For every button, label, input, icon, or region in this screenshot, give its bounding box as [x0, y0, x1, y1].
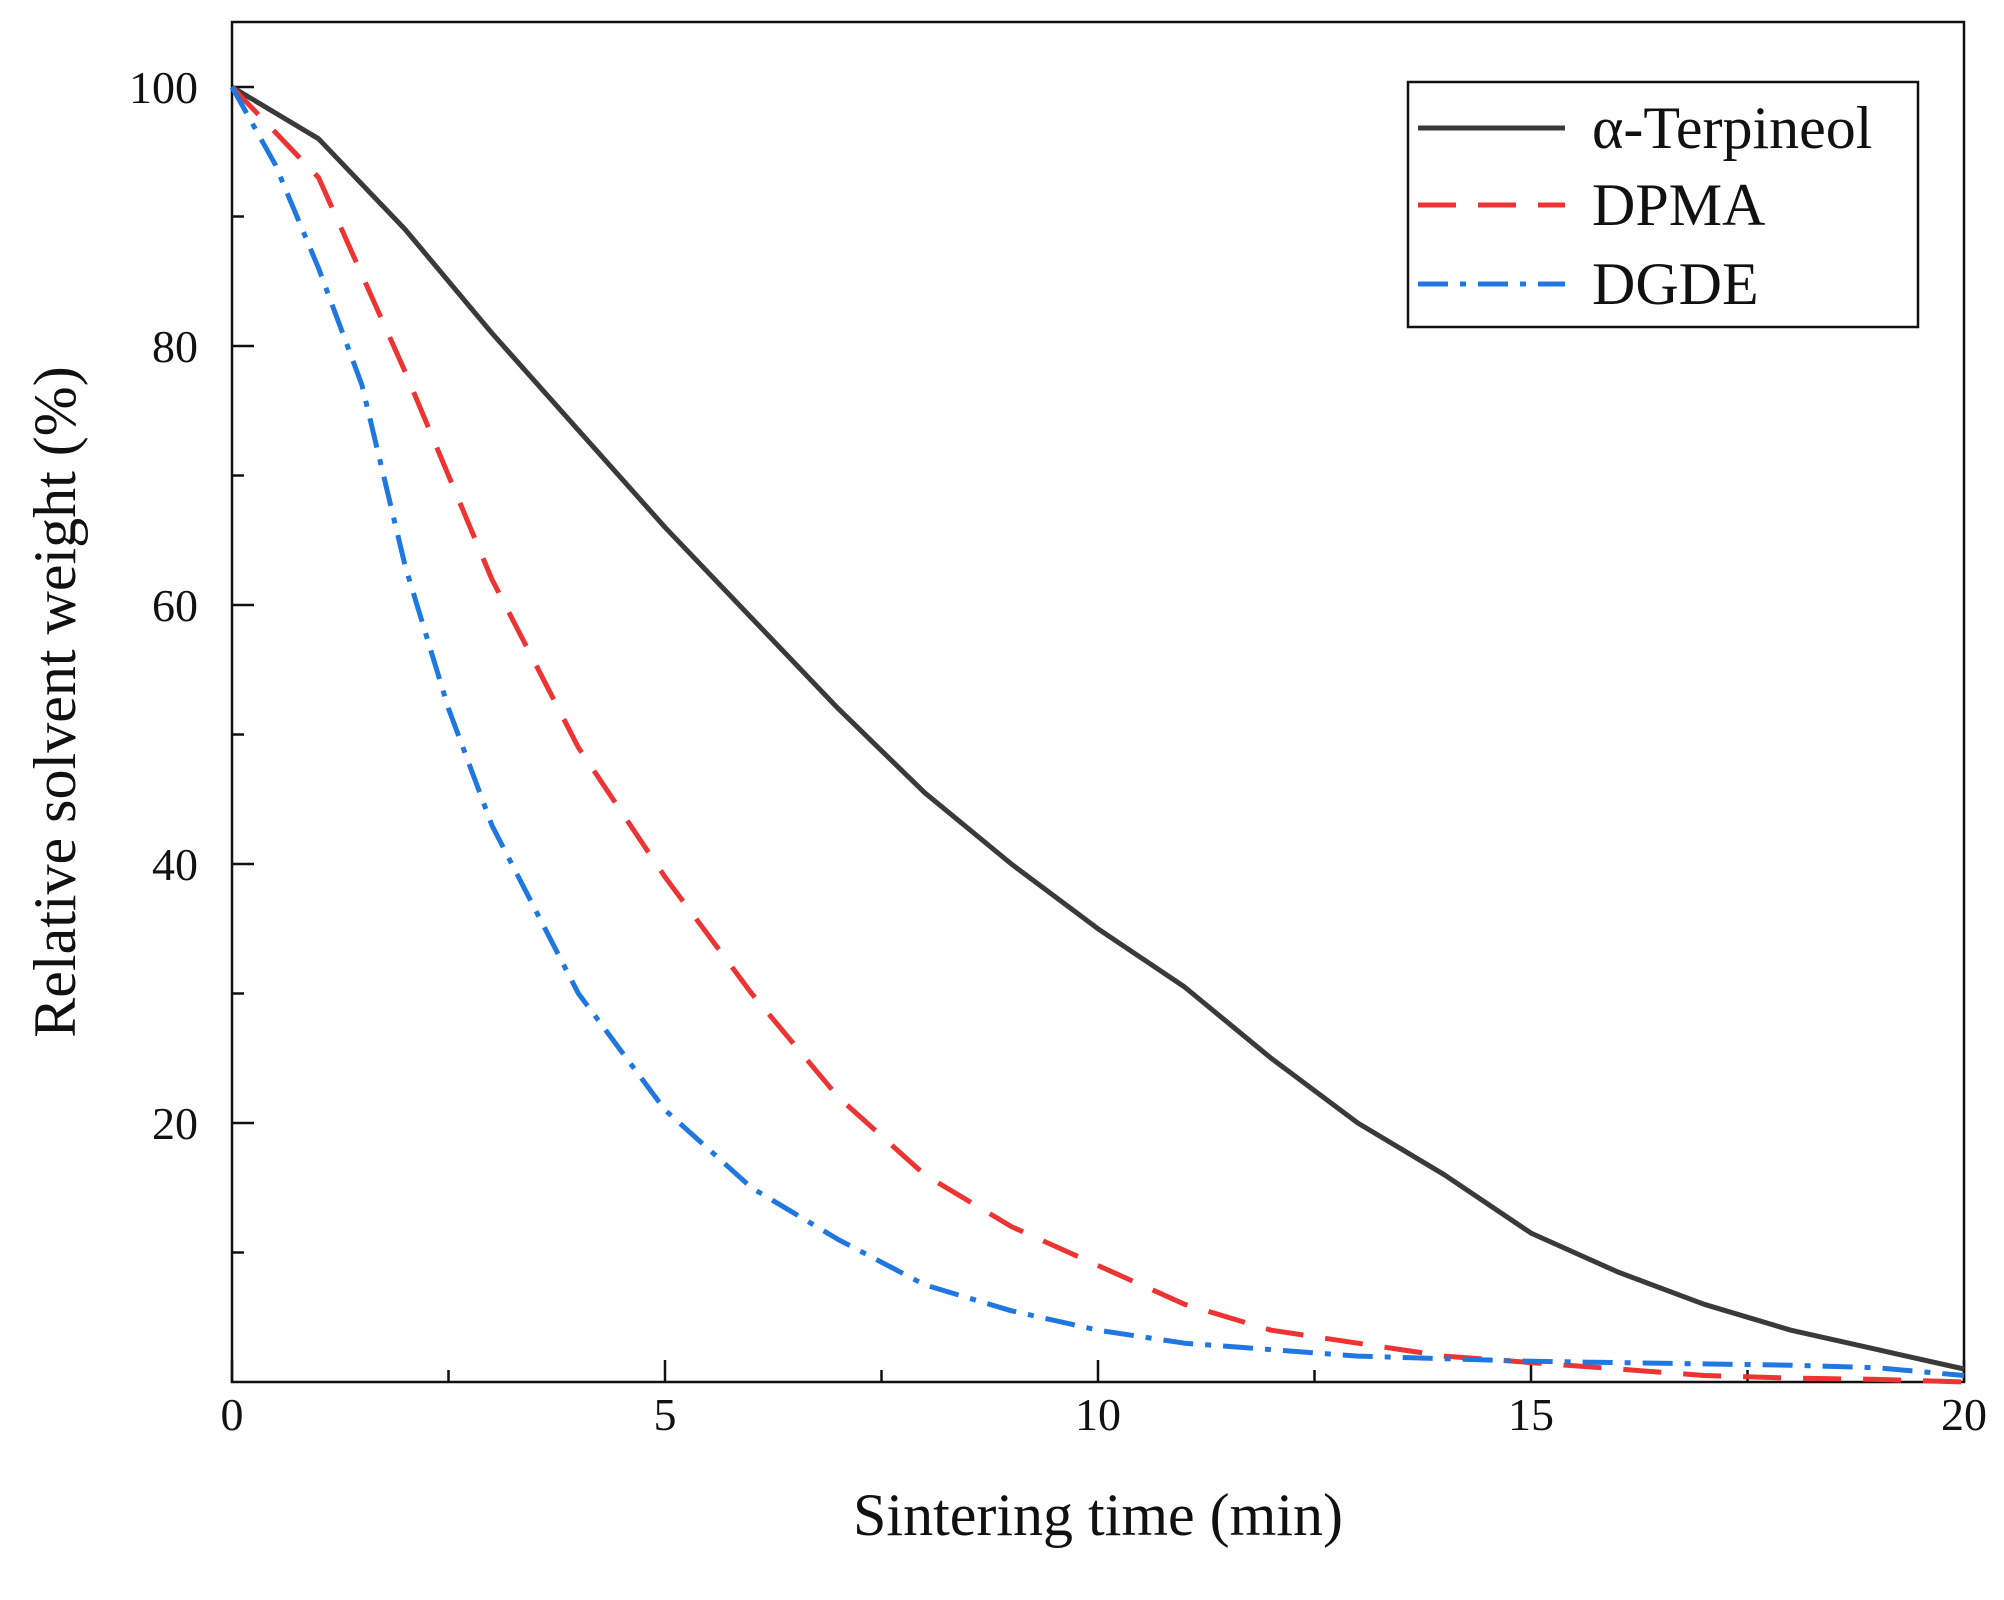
y-axis-title: Relative solvent weight (%)	[22, 366, 88, 1037]
y-axis-ticks: 20 40 60 80 100	[129, 62, 254, 1254]
legend-label-terpineol: α-Terpineol	[1592, 95, 1872, 161]
y-tick-label: 100	[129, 62, 198, 113]
y-tick-label: 20	[152, 1098, 198, 1149]
x-tick-label: 10	[1075, 1389, 1121, 1440]
x-axis-title: Sintering time (min)	[853, 1482, 1343, 1548]
legend-label-dgde: DGDE	[1592, 251, 1759, 317]
legend-label-dpma: DPMA	[1592, 172, 1765, 238]
y-tick-label: 80	[152, 321, 198, 372]
x-tick-label: 20	[1941, 1389, 1987, 1440]
x-tick-label: 5	[654, 1389, 677, 1440]
series-line	[229, 85, 1965, 1378]
series-layer	[229, 84, 1965, 1385]
legend: α-Terpineol DPMA DGDE	[1406, 80, 1920, 329]
series-line	[230, 84, 1965, 1372]
y-tick-label: 40	[152, 839, 198, 890]
x-tick-label: 15	[1508, 1389, 1554, 1440]
series-line	[230, 85, 1965, 1385]
x-axis-ticks: 0 5 10 15 20	[221, 1360, 1987, 1440]
y-tick-label: 60	[152, 580, 198, 631]
x-tick-label: 0	[221, 1389, 244, 1440]
